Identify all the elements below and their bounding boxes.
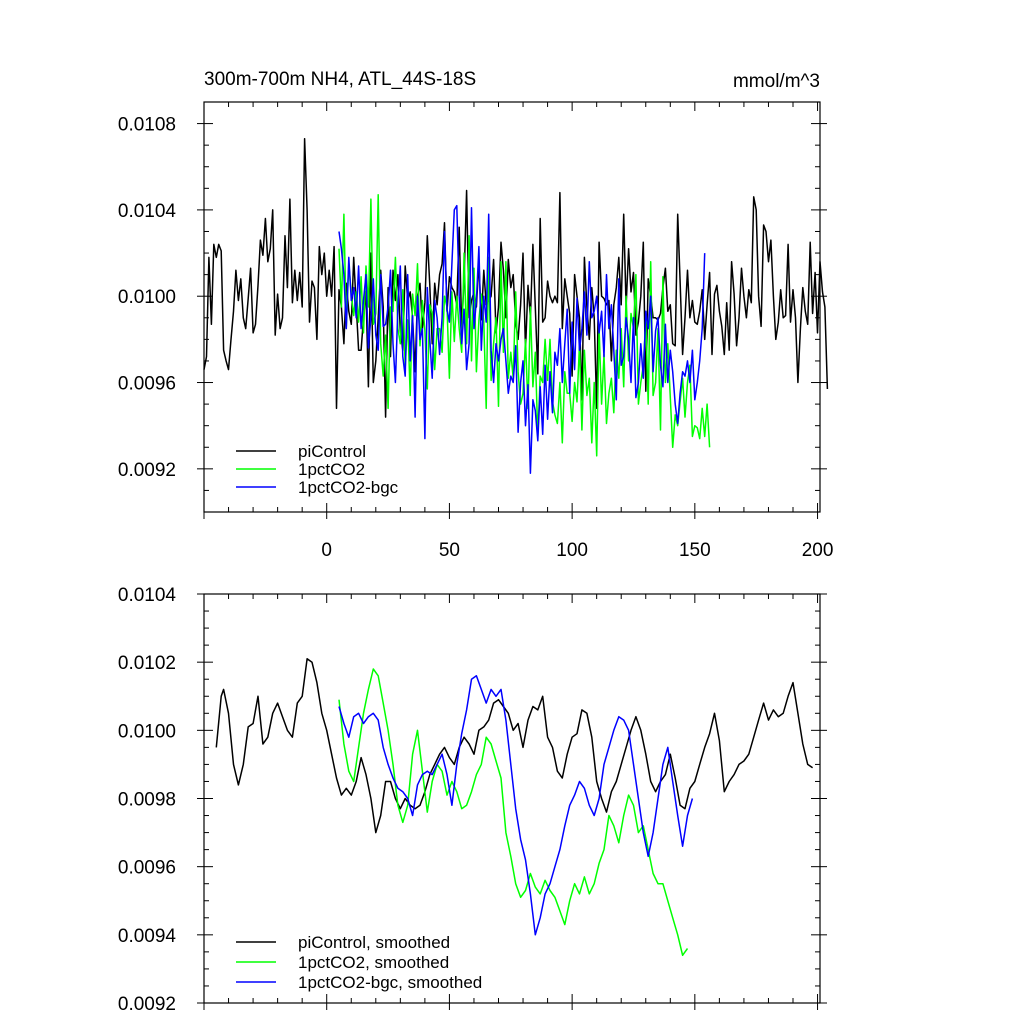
top-plot-frame — [203, 101, 821, 513]
bottom-y-tick-label: 0.0092 — [118, 994, 176, 1015]
bottom-legend-label-1: 1pctCO2, smoothed — [298, 953, 449, 972]
bottom-y-tick-label: 0.0098 — [118, 790, 176, 811]
top-legend-label-1: 1pctCO2 — [298, 460, 365, 479]
top-panel: 300m-700m NH4, ATL_44S-18S mmol/m^3 0 50 1… — [118, 69, 834, 561]
bottom-plot-frame — [203, 593, 821, 1004]
top-y-tick-label: 0.0108 — [118, 115, 176, 136]
bottom-legend-label-0: piControl, smoothed — [298, 933, 450, 952]
top-legend-label-0: piControl — [298, 442, 366, 461]
bottom-series-line-1 — [338, 668, 689, 957]
bottom-series-line-2 — [338, 675, 694, 936]
top-chart-units: mmol/m^3 — [733, 71, 820, 92]
bottom-y-tick-label: 0.0104 — [118, 585, 177, 606]
bottom-y-tick-label: 0.0094 — [118, 926, 177, 947]
top-y-tick-label: 0.0092 — [118, 460, 176, 481]
bottom-panel: 0.0092 0.0094 0.0096 0.0098 0.0100 0.0102 0.01… — [118, 585, 827, 1015]
top-legend-label-2: 1pctCO2-bgc — [298, 478, 399, 497]
top-chart-title: 300m-700m NH4, ATL_44S-18S — [204, 69, 476, 90]
top-x-tick-label: 0 — [321, 540, 332, 561]
bottom-y-tick-label: 0.0096 — [118, 858, 176, 879]
top-x-tick-label: 50 — [439, 540, 460, 561]
top-x-tick-label: 100 — [556, 540, 588, 561]
top-series-line-1 — [338, 194, 711, 457]
top-y-tick-label: 0.0096 — [118, 374, 176, 395]
bottom-legend-label-2: 1pctCO2-bgc, smoothed — [298, 973, 482, 992]
top-x-tick-label: 150 — [679, 540, 711, 561]
top-series-line-2 — [338, 204, 706, 474]
top-y-tick-label: 0.0104 — [118, 201, 177, 222]
bottom-y-tick-label: 0.0102 — [118, 653, 176, 674]
top-x-tick-label: 200 — [802, 540, 834, 561]
top-y-tick-label: 0.0100 — [118, 287, 176, 308]
bottom-y-tick-label: 0.0100 — [118, 721, 176, 742]
top-series-line-0 — [203, 137, 829, 418]
bottom-series-line-0 — [215, 658, 814, 834]
